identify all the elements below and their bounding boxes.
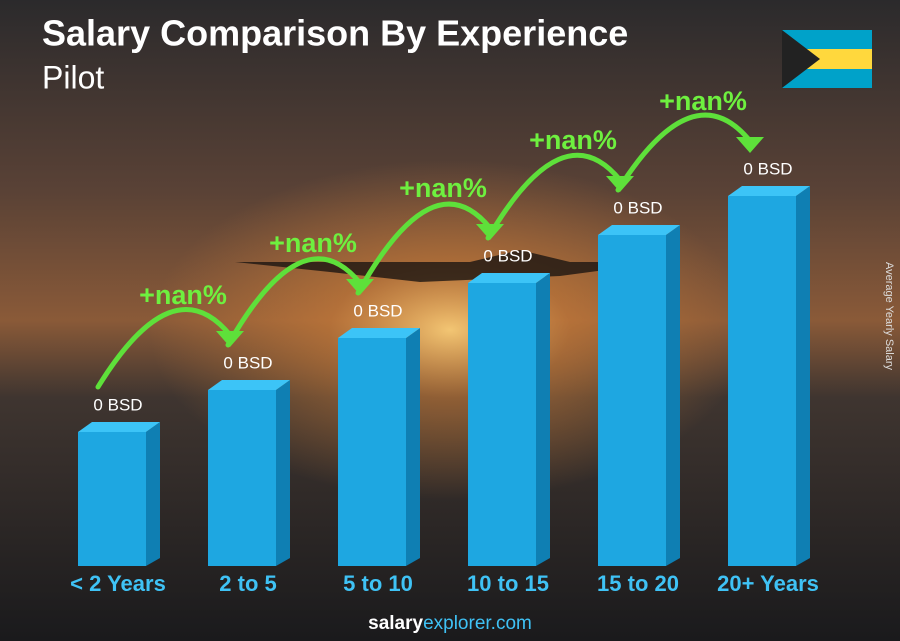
bar-top (598, 225, 680, 235)
bar-side (406, 328, 420, 566)
growth-label: +nan% (269, 228, 357, 258)
bar (78, 422, 160, 566)
bar (598, 225, 680, 566)
growth-label: +nan% (399, 173, 487, 203)
bar-front (728, 196, 796, 566)
x-tick-label: 20+ Years (717, 571, 819, 596)
bar-side (666, 225, 680, 566)
bar-top (78, 422, 160, 432)
footer-domain: explorer.com (423, 613, 532, 634)
bar-side (276, 380, 290, 566)
value-label: 0 BSD (613, 198, 662, 217)
bar (728, 186, 810, 566)
growth-arc (355, 201, 493, 296)
x-tick-label: 10 to 15 (467, 571, 549, 596)
flag-triangle (782, 30, 820, 88)
bar-top (208, 380, 290, 390)
x-tick-label: 5 to 10 (343, 571, 413, 596)
x-tick-label: 2 to 5 (219, 571, 276, 596)
bar (208, 380, 290, 566)
chart-subtitle: Pilot (42, 59, 104, 95)
y-axis-label: Average Yearly Salary (883, 262, 895, 371)
footer: salaryexplorer.com (368, 613, 532, 634)
bar-front (598, 235, 666, 566)
growth-arc (225, 256, 363, 348)
value-label: 0 BSD (353, 301, 402, 320)
growth-arrowhead (736, 137, 764, 153)
growth-label: +nan% (659, 86, 747, 116)
bar-top (728, 186, 810, 196)
bar-front (78, 432, 146, 566)
growth-arc (485, 152, 623, 241)
bar-top (338, 328, 420, 338)
footer-brand: salary (368, 613, 423, 634)
plane-silhouette (235, 250, 665, 282)
growth-label: +nan% (139, 280, 227, 310)
growth-label: +nan% (529, 125, 617, 155)
flag (782, 30, 872, 88)
value-label: 0 BSD (93, 395, 142, 414)
bar-front (468, 283, 536, 566)
bar-side (146, 422, 160, 566)
bar-front (208, 390, 276, 566)
growth-arc (95, 307, 233, 390)
chart-title: Salary Comparison By Experience (42, 13, 628, 54)
bar (468, 273, 550, 566)
value-label: 0 BSD (743, 159, 792, 178)
bar (338, 328, 420, 566)
bar-front (338, 338, 406, 566)
bar-side (796, 186, 810, 566)
value-label: 0 BSD (223, 353, 272, 372)
x-tick-label: 15 to 20 (597, 571, 679, 596)
growth-arc (615, 112, 753, 193)
value-label: 0 BSD (483, 246, 532, 265)
bar-side (536, 273, 550, 566)
x-tick-label: < 2 Years (70, 571, 166, 596)
bar-top (468, 273, 550, 283)
